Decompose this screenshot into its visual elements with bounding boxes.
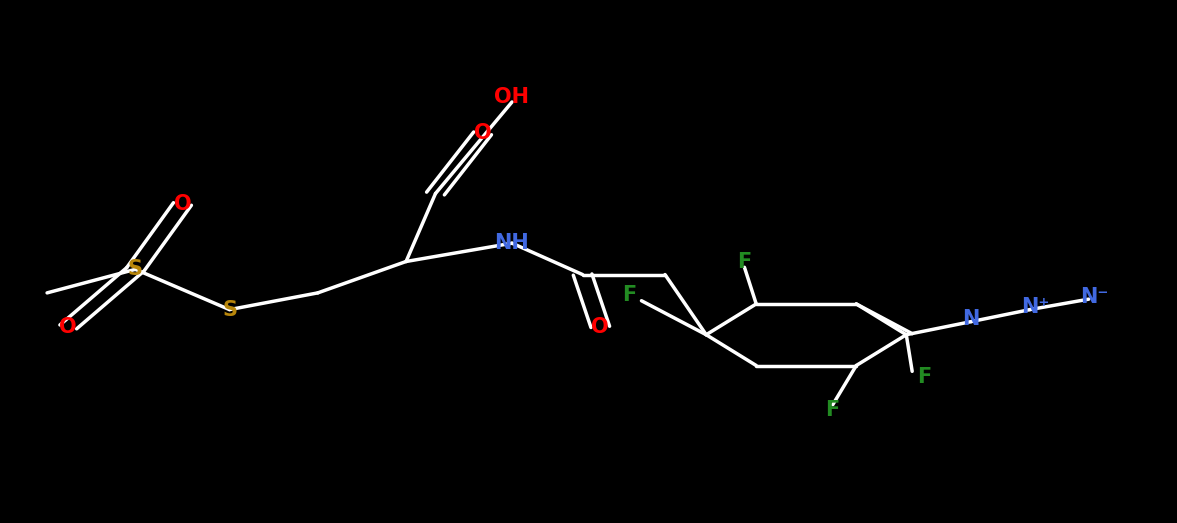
Text: O: O: [60, 317, 77, 337]
Text: O: O: [174, 194, 191, 214]
Text: S: S: [128, 259, 142, 279]
Text: F: F: [917, 367, 931, 386]
Text: O: O: [592, 317, 609, 337]
Text: S: S: [222, 300, 237, 320]
Text: F: F: [737, 252, 752, 272]
Text: F: F: [825, 400, 840, 420]
Text: NH: NH: [494, 233, 530, 253]
Text: F: F: [623, 286, 637, 305]
Text: N: N: [963, 309, 979, 329]
Text: O: O: [474, 123, 491, 143]
Text: N⁺: N⁺: [1022, 297, 1050, 317]
Text: N⁻: N⁻: [1080, 287, 1109, 306]
Text: OH: OH: [494, 87, 530, 107]
